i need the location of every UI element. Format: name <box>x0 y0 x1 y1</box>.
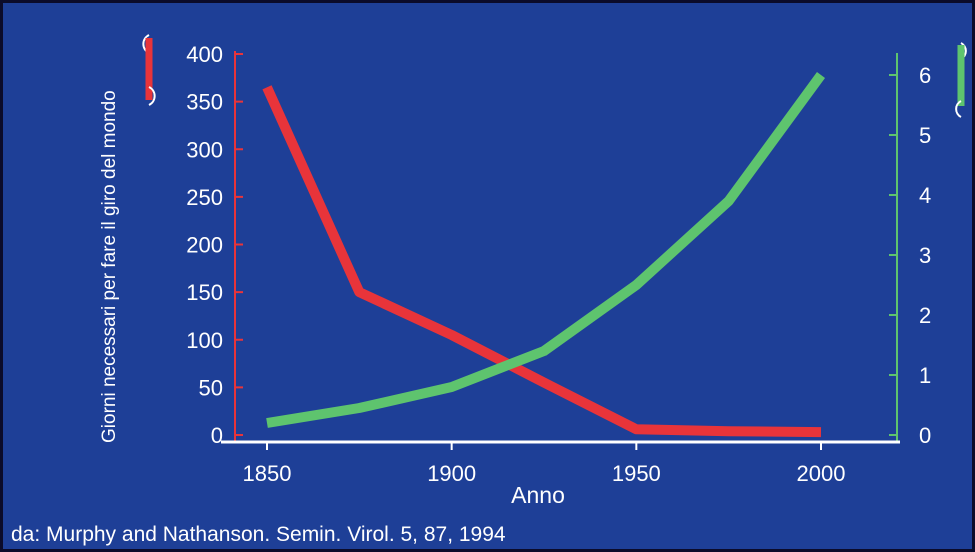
axes: 0 50 100 150 200 250 300 350 400 0 1 2 3 4 5 6 1850 1900 1… <box>186 42 931 486</box>
y-tick-label-left-6: 300 <box>186 137 223 162</box>
y-tick-label-left-5: 250 <box>186 185 223 210</box>
y-tick-label-right-3: 3 <box>919 243 931 268</box>
y-tick-label-right-2: 2 <box>919 303 931 328</box>
y-tick-label-left-4: 200 <box>186 233 223 258</box>
series-line-right <box>266 72 826 428</box>
y-tick-label-right-5: 5 <box>919 123 931 148</box>
x-tick-label-0: 1850 <box>243 461 292 486</box>
x-tick-label-1: 1900 <box>427 461 476 486</box>
y-tick-label-left-1: 50 <box>199 375 223 400</box>
source-note: da: Murphy and Nathanson. Semin. Virol. … <box>11 523 506 546</box>
y-tick-label-left-3: 150 <box>186 280 223 305</box>
y-axis-label-left: Giorni necessari per fare il giro del mo… <box>99 90 120 443</box>
y-tick-label-right-1: 1 <box>919 363 931 388</box>
labels: Giorni necessari per fare il giro del mo… <box>99 34 967 508</box>
y-tick-label-right-6: 6 <box>919 63 931 88</box>
series-layer <box>262 72 826 438</box>
line-chart: 0 50 100 150 200 250 300 350 400 0 1 2 3 4 5 6 1850 1900 1… <box>99 34 967 508</box>
y-tick-label-left-8: 400 <box>186 42 223 67</box>
right-series-key <box>955 42 967 118</box>
y-tick-label-left-7: 350 <box>186 90 223 115</box>
left-series-key <box>142 34 156 106</box>
x-tick-label-3: 2000 <box>797 461 846 486</box>
x-tick-label-2: 1950 <box>612 461 661 486</box>
y-tick-label-right-4: 4 <box>919 183 931 208</box>
series-line-left <box>262 85 822 438</box>
x-axis-label: Anno <box>511 482 565 508</box>
y-tick-label-left-0: 0 <box>211 423 223 448</box>
y-tick-label-right-0: 0 <box>919 423 931 448</box>
y-tick-label-left-2: 100 <box>186 328 223 353</box>
